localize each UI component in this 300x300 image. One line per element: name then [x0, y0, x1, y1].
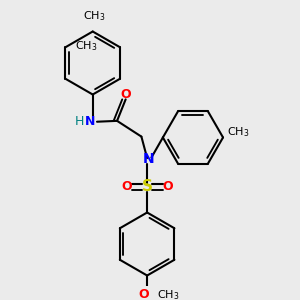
Text: O: O	[162, 180, 173, 193]
Text: N: N	[143, 152, 154, 166]
Text: S: S	[142, 179, 153, 194]
Text: O: O	[138, 288, 149, 300]
Text: H: H	[75, 115, 85, 128]
Text: N: N	[85, 115, 96, 128]
Text: CH$_3$: CH$_3$	[227, 125, 250, 139]
Text: O: O	[120, 88, 131, 101]
Text: CH$_3$: CH$_3$	[157, 288, 180, 300]
Text: CH$_3$: CH$_3$	[76, 39, 98, 53]
Text: O: O	[121, 180, 132, 193]
Text: CH$_3$: CH$_3$	[83, 10, 105, 23]
